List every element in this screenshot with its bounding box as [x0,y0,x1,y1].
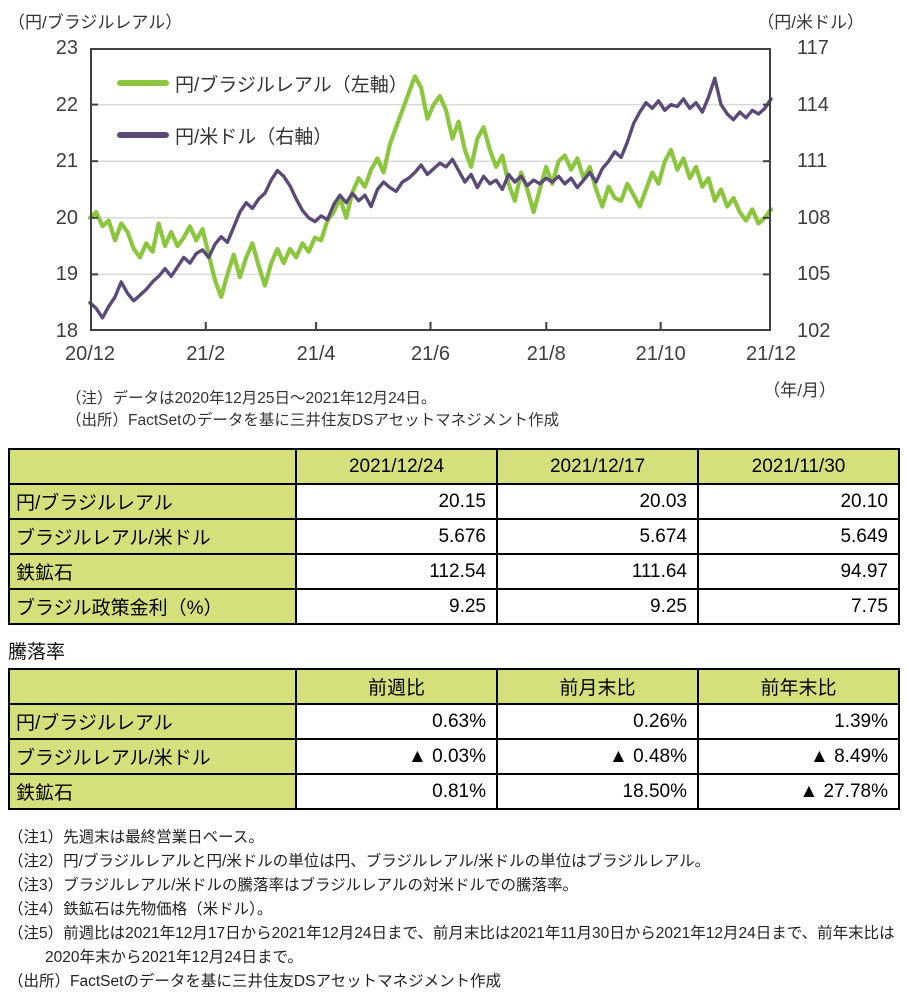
left-axis-title: （円/ブラジルレアル） [8,13,183,32]
value-cell: 112.54 [295,553,498,590]
value-cell: 0.81% [295,773,498,810]
chart-legend: 円/ブラジルレアル（左軸） 円/米ドル（右軸） [117,71,408,175]
value-cell: 20.03 [496,483,699,520]
column-header: 2021/11/30 [697,448,900,485]
value-cell: 9.25 [496,588,699,625]
levels-table: 2021/12/24 2021/12/17 2021/11/30 円/ブラジルレアル 2… [8,448,900,625]
table-row: 鉄鉱石 0.81% 18.50% ▲ 27.78% [8,773,900,810]
table-row: ブラジルレアル/米ドル ▲ 0.03% ▲ 0.48% ▲ 8.49% [8,738,900,775]
value-cell: 18.50% [496,773,699,810]
row-label: 鉄鉱石 [8,773,297,810]
value-cell: ▲ 0.48% [496,738,699,775]
value-cell: 0.63% [295,703,498,740]
left-axis-tick: 21 [55,150,78,173]
left-axis-tick: 18 [55,320,78,342]
footnote-line: （出所）FactSetのデータを基に三井住友DSアセットマネジメント作成 [8,973,502,990]
x-axis-unit-label: （年/月） [763,381,836,400]
footnote-line: （注1）先週末は最終営業日ベース。 [8,829,264,846]
value-cell: 5.649 [697,518,900,555]
change-rate-table: 前週比 前月末比 前年末比 円/ブラジルレアル 0.63% 0.26% 1.39% ブラジルレ… [8,668,900,810]
legend-item-jpy-usd: 円/米ドル（右軸） [117,123,408,148]
x-axis-tick: 21/12 [745,343,797,365]
table-row: 円/ブラジルレアル 20.15 20.03 20.10 [8,483,900,520]
left-axis-tick: 19 [55,263,78,286]
row-label: 鉄鉱石 [8,553,297,590]
chart-note: （注）データは2020年12月25日～2021年12月24日。 [66,390,437,407]
column-header: 前年末比 [697,668,900,705]
right-axis-tick: 102 [797,320,831,342]
column-header: 2021/12/24 [295,448,498,485]
corner-cell [8,668,297,705]
line-chart-plot [87,48,774,331]
left-axis-tick: 20 [55,206,78,229]
value-cell: 20.15 [295,483,498,520]
legend-swatch-jpy-brl [117,80,169,86]
legend-item-jpy-brl: 円/ブラジルレアル（左軸） [117,71,408,96]
footnote-line: （注4）鉄鉱石は先物価格（米ドル）。 [8,901,273,918]
value-cell: 5.676 [295,518,498,555]
footnotes: （注1）先週末は最終営業日ベース。 （注2）円/ブラジルレアルと円/米ドルの単位は… [0,826,900,994]
column-header: 前月末比 [496,668,699,705]
left-axis-tick: 23 [55,37,78,59]
row-label: 円/ブラジルレアル [8,483,297,520]
right-axis-tick: 111 [797,150,828,173]
value-cell: 20.10 [697,483,900,520]
series-line-0 [87,74,774,300]
corner-cell [8,448,297,485]
value-cell: 0.26% [496,703,699,740]
table-row: 鉄鉱石 112.54 111.64 94.97 [8,553,900,590]
value-cell: 7.75 [697,588,900,625]
x-axis-tick: 21/6 [411,343,450,365]
table-row: 円/ブラジルレアル 0.63% 0.26% 1.39% [8,703,900,740]
value-cell: ▲ 8.49% [697,738,900,775]
value-cell: 1.39% [697,703,900,740]
value-cell: 9.25 [295,588,498,625]
column-header: 前週比 [295,668,498,705]
row-label: ブラジルレアル/米ドル [8,518,297,555]
left-axis-tick: 22 [55,93,78,116]
x-axis-tick: 21/4 [296,343,336,365]
footnote-line: （注5）前週比は2021年12月17日から2021年12月24日まで、前月末比は… [8,925,895,966]
right-axis-tick: 117 [797,37,829,59]
table-row: ブラジルレアル/米ドル 5.676 5.674 5.649 [8,518,900,555]
footnote-line: （注3）ブラジルレアル/米ドルの騰落率はブラジルレアルの対米ドルでの騰落率。 [8,877,578,894]
right-axis-tick: 114 [797,93,829,116]
chart-source: （出所）FactSetのデータを基に三井住友DSアセットマネジメント作成 [66,412,560,429]
value-cell: ▲ 27.78% [697,773,900,810]
footnote-line: （注2）円/ブラジルレアルと円/米ドルの単位は円、ブラジルレアル/米ドルの単位は… [8,853,711,870]
right-axis-title: （円/米ドル） [757,13,864,32]
x-axis-tick: 21/10 [635,343,686,365]
right-axis-tick: 108 [797,206,831,229]
change-table-title: 騰落率 [8,642,66,663]
x-axis-tick: 21/8 [526,343,566,365]
column-header: 2021/12/17 [496,448,699,485]
right-axis-tick: 105 [797,263,831,286]
x-axis-tick: 20/12 [64,343,116,365]
table-row: ブラジル政策金利（%） 9.25 9.25 7.75 [8,588,900,625]
row-label: ブラジル政策金利（%） [8,588,297,625]
series-line-1 [88,76,773,320]
value-cell: ▲ 0.03% [295,738,498,775]
value-cell: 111.64 [496,553,699,590]
legend-label-jpy-usd: 円/米ドル（右軸） [175,126,333,148]
value-cell: 94.97 [697,553,900,590]
row-label: ブラジルレアル/米ドル [8,738,297,775]
row-label: 円/ブラジルレアル [8,703,297,740]
legend-swatch-jpy-usd [117,132,169,138]
legend-label-jpy-brl: 円/ブラジルレアル（左軸） [175,74,408,96]
x-axis-tick: 21/2 [186,343,226,365]
value-cell: 5.674 [496,518,699,555]
